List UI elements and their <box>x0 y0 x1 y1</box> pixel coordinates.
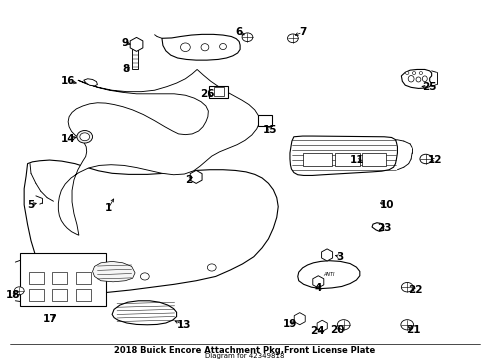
Ellipse shape <box>201 44 209 51</box>
Text: 21: 21 <box>406 325 421 335</box>
Bar <box>29 272 44 284</box>
Bar <box>214 87 223 96</box>
Ellipse shape <box>288 34 298 42</box>
Ellipse shape <box>408 76 414 82</box>
Bar <box>258 115 272 126</box>
Ellipse shape <box>420 154 432 164</box>
Polygon shape <box>93 261 135 282</box>
Text: 17: 17 <box>43 314 58 324</box>
Ellipse shape <box>401 320 414 330</box>
Polygon shape <box>24 160 278 293</box>
Polygon shape <box>294 312 305 325</box>
Bar <box>335 153 360 166</box>
Polygon shape <box>190 170 202 183</box>
Polygon shape <box>321 249 333 261</box>
Ellipse shape <box>419 72 422 75</box>
Bar <box>76 272 91 284</box>
Ellipse shape <box>180 43 190 51</box>
Text: 8: 8 <box>122 64 129 74</box>
Polygon shape <box>317 320 327 332</box>
Bar <box>29 289 44 301</box>
Polygon shape <box>298 261 360 289</box>
Text: ANTI: ANTI <box>323 272 335 277</box>
Polygon shape <box>58 69 260 235</box>
Ellipse shape <box>406 72 409 75</box>
Bar <box>362 153 386 166</box>
Text: 19: 19 <box>283 319 297 329</box>
Text: 26: 26 <box>199 89 214 99</box>
Text: 7: 7 <box>299 27 306 37</box>
Text: 1: 1 <box>104 203 112 213</box>
Ellipse shape <box>337 320 350 330</box>
Text: 12: 12 <box>428 155 443 165</box>
Ellipse shape <box>416 77 421 82</box>
Text: Diagram for 42349818: Diagram for 42349818 <box>205 352 285 359</box>
Text: 3: 3 <box>337 252 344 262</box>
Text: 9: 9 <box>122 38 129 48</box>
Text: 4: 4 <box>315 283 322 293</box>
Bar <box>52 289 67 301</box>
Bar <box>52 272 67 284</box>
Ellipse shape <box>242 33 253 41</box>
Polygon shape <box>112 301 176 325</box>
Text: 6: 6 <box>236 27 243 37</box>
Polygon shape <box>162 34 240 60</box>
Polygon shape <box>130 37 143 51</box>
Polygon shape <box>313 276 324 288</box>
Text: 22: 22 <box>408 285 422 295</box>
Text: 24: 24 <box>310 326 325 336</box>
Text: 2: 2 <box>185 175 193 185</box>
Polygon shape <box>290 136 397 175</box>
Ellipse shape <box>80 133 90 141</box>
Text: 2018 Buick Encore Attachment Pkg,Front License Plate: 2018 Buick Encore Attachment Pkg,Front L… <box>114 346 376 355</box>
Text: 10: 10 <box>379 200 394 210</box>
Ellipse shape <box>422 76 427 82</box>
Ellipse shape <box>401 283 413 292</box>
Bar <box>132 49 139 69</box>
Ellipse shape <box>14 287 24 295</box>
Bar <box>209 86 228 98</box>
Text: 14: 14 <box>61 134 75 144</box>
Text: 13: 13 <box>177 320 191 330</box>
Text: 16: 16 <box>61 76 75 86</box>
Text: 11: 11 <box>350 155 365 165</box>
Polygon shape <box>401 69 432 89</box>
Ellipse shape <box>220 44 226 50</box>
Ellipse shape <box>413 72 416 75</box>
Text: 5: 5 <box>27 200 35 210</box>
Ellipse shape <box>77 131 93 143</box>
Text: 18: 18 <box>6 290 21 300</box>
Ellipse shape <box>141 273 149 280</box>
Text: 15: 15 <box>263 125 278 135</box>
Text: 23: 23 <box>377 223 392 233</box>
Text: 20: 20 <box>331 325 345 335</box>
Text: 25: 25 <box>422 82 437 93</box>
Bar <box>76 289 91 301</box>
Polygon shape <box>372 223 384 231</box>
Ellipse shape <box>207 264 216 271</box>
Polygon shape <box>84 79 98 86</box>
Bar <box>20 253 106 306</box>
Bar <box>303 153 332 166</box>
